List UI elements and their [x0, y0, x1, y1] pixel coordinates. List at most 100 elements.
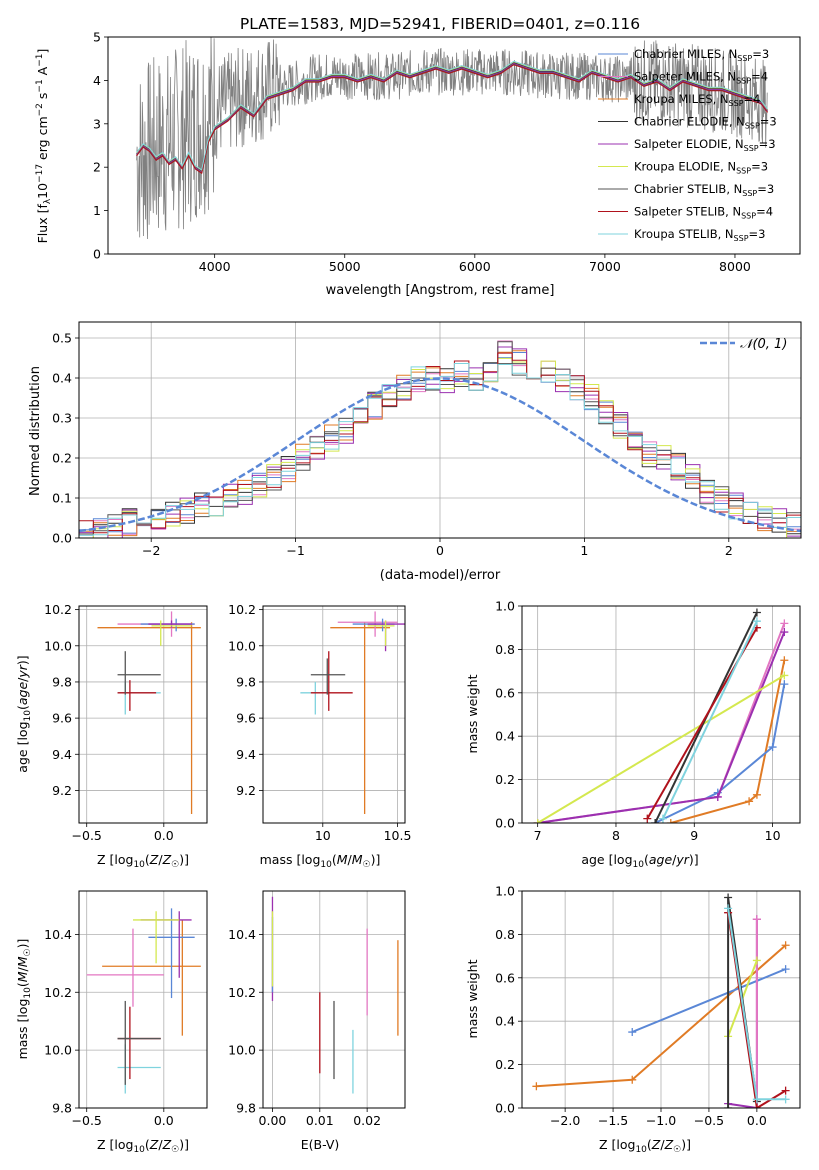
z-mass-ticks: −0.5 0.0 9.8 10.0 10.2 10.4	[44, 927, 174, 1128]
age-weight-lines	[533, 608, 789, 823]
errorbar-point	[151, 620, 192, 646]
y-tick-label: 0.4	[495, 729, 515, 744]
plus-marker	[628, 1075, 637, 1084]
errorbar-point	[132, 911, 180, 964]
age-weight-xlabel: age [log10(age/yr)]	[581, 852, 698, 870]
y-tick-label: 0.8	[495, 642, 515, 657]
y-tick-label: 0.4	[52, 371, 72, 386]
x-tick-label: 2	[725, 543, 733, 558]
z-vs-age-panel: −0.5 0.0 9.2 9.4 9.6 9.8 10.0 10.2 Z [log10(Z/Z…	[15, 602, 208, 870]
errorbar-point	[148, 908, 195, 999]
plus-marker	[752, 1104, 761, 1108]
plus-marker	[752, 1095, 761, 1104]
age-weight-axes-frame	[521, 605, 801, 824]
plus-marker	[752, 915, 761, 924]
z-mass-xlabel: Z [log10(Z/Z☉)]	[97, 1137, 189, 1155]
x-tick-label: −1.5	[598, 1113, 628, 1128]
residual-histograms	[79, 340, 801, 538]
model-spectrum-line	[136, 64, 768, 175]
y-tick-label: 0.3	[52, 411, 72, 426]
y-tick-label: 0	[93, 247, 101, 262]
x-tick-label: 0.0	[154, 828, 174, 843]
z-mass-axes-frame	[78, 890, 208, 1109]
y-tick-label: 0.0	[495, 816, 515, 831]
plus-marker	[532, 1082, 541, 1091]
y-tick-label: 2	[93, 160, 101, 175]
plus-marker	[781, 1095, 790, 1104]
y-tick-label: 9.4	[52, 747, 72, 762]
y-tick-label: 9.8	[52, 674, 72, 689]
z-weight-ticks: −2.0 −1.5 −1.0 −0.5 0.0 0.0 0.2 0.4 0.6 0.8 1.0	[495, 884, 767, 1129]
y-tick-label: 0.0	[52, 531, 72, 546]
spectrum-legend: Chabrier MILES, NSSP=3 Salpeter MILES, NS…	[598, 47, 777, 243]
spectrum-panel: 4000 5000 6000 7000 8000 0 1 2 3 4 5 PLATE=1583, M…	[35, 15, 801, 298]
y-tick-label: 4	[93, 73, 101, 88]
mass-vs-age-panel: 10 10.5 9.2 9.4 9.6 9.8 10.0 10.2 mass [log10(M…	[228, 602, 411, 870]
gaussian-curve	[79, 377, 801, 533]
y-tick-label: 1.0	[495, 884, 515, 899]
plus-marker	[752, 790, 761, 799]
residual-ylabel: Normed distribution	[28, 366, 43, 496]
spectrum-title: PLATE=1583, MJD=52941, FIBERID=0401, z=0…	[240, 15, 640, 33]
x-tick-label: 0.0	[154, 1113, 174, 1128]
x-tick-label: 9	[690, 828, 698, 843]
y-tick-label: 10.4	[44, 927, 72, 942]
x-tick-label: 10	[315, 828, 331, 843]
y-tick-label: 9.8	[52, 1101, 72, 1116]
x-tick-label: 0.0	[747, 1113, 767, 1128]
x-tick-label: 10	[765, 828, 781, 843]
legend-label: Chabrier ELODIE, NSSP=3	[634, 115, 777, 131]
residual-xlabel: (data-model)/error	[380, 568, 501, 583]
errorbar-point	[102, 919, 201, 1036]
errorbar-point	[148, 620, 192, 628]
legend-label: Salpeter ELODIE, NSSP=3	[634, 137, 776, 153]
residual-histogram-step	[79, 352, 801, 534]
errorbar-point	[117, 680, 157, 711]
y-tick-label: 0.6	[495, 685, 515, 700]
x-tick-label: 8000	[719, 259, 751, 274]
x-tick-label: 0.00	[259, 1113, 287, 1128]
x-tick-label: 1	[580, 543, 588, 558]
errorbar-point	[117, 651, 161, 695]
errorbar-point	[117, 1000, 161, 1085]
z-weight-ylabel: mass weight	[465, 959, 480, 1038]
mass-age-axes-frame	[262, 605, 406, 824]
y-tick-label: 10.2	[228, 985, 256, 1000]
gaussian-legend-label: 𝒩(0, 1)	[740, 337, 787, 352]
y-tick-label: 10.4	[228, 927, 256, 942]
legend-label: Kroupa MILES, NSSP=4	[634, 92, 760, 108]
ebv-vs-mass-panel: 0.00 0.01 0.02 9.8 10.0 10.2 10.4 E(B-V)	[228, 890, 406, 1152]
y-tick-label: 10.0	[44, 1043, 72, 1058]
residual-histogram-panel: −2 −1 0 1 2 0.0 0.1 0.2 0.3 0.4 0.5 (data-model)/e…	[28, 321, 802, 583]
errorbar-point	[117, 1006, 161, 1080]
plus-marker	[780, 628, 789, 637]
plus-marker	[724, 893, 733, 902]
y-tick-label: 10.2	[44, 602, 72, 617]
errorbar-point	[310, 658, 346, 695]
x-tick-label: 10.5	[384, 828, 412, 843]
y-tick-label: 9.2	[236, 783, 256, 798]
x-tick-label: −2	[142, 543, 160, 558]
plus-marker	[768, 743, 777, 752]
residual-histogram-step	[79, 363, 801, 536]
plus-marker	[752, 617, 761, 626]
y-tick-label: 10.2	[228, 602, 256, 617]
age-weight-ticks: 7 8 9 10 0.0 0.2 0.4 0.6 0.8 1.0	[495, 599, 780, 844]
errorbar-point	[117, 1044, 161, 1094]
z-age-errorbars	[97, 611, 201, 814]
x-tick-label: −0.5	[694, 1113, 724, 1128]
x-tick-label: −0.5	[72, 828, 102, 843]
errorbar-point	[140, 618, 195, 632]
residual-ticks: −2 −1 0 1 2 0.0 0.1 0.2 0.3 0.4 0.5	[52, 331, 733, 559]
errorbar-point	[300, 681, 331, 715]
plus-marker	[781, 941, 790, 950]
plus-marker	[643, 814, 652, 823]
x-tick-label: 7	[534, 828, 542, 843]
errorbar-point	[367, 620, 395, 646]
age-mass-weight-panel: 7 8 9 10 0.0 0.2 0.4 0.6 0.8 1.0 age [log10(age/y…	[465, 599, 801, 870]
z-weight-xlabel: Z [log10(Z/Z☉)]	[599, 1137, 691, 1155]
z-age-xlabel: Z [log10(Z/Z☉)]	[97, 852, 189, 870]
y-tick-label: 9.8	[236, 674, 256, 689]
z-mass-ylabel: mass [log10(M/M☉)]	[15, 939, 33, 1060]
plus-marker	[780, 680, 789, 689]
